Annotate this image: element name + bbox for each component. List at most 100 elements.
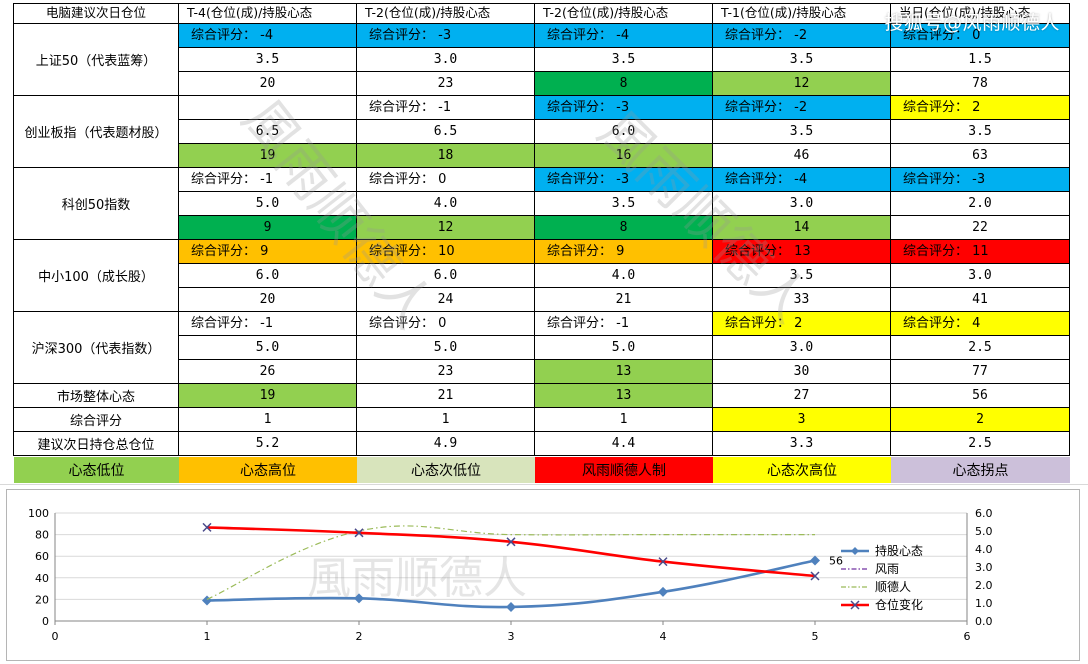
data-point: [506, 601, 516, 612]
sentiment-cell: 9: [179, 216, 357, 240]
score-cell: 综合评分： 4: [891, 312, 1070, 336]
position-cell: 3.5: [535, 48, 713, 72]
data-label: 56: [829, 555, 843, 568]
sentiment-cell: 41: [891, 288, 1070, 312]
position-cell: 1.5: [891, 48, 1070, 72]
y-tick-label-left: 40: [35, 572, 49, 585]
sentiment-cell: 12: [713, 72, 891, 96]
column-header-3: T-2(仓位(成)/持股心态: [535, 4, 713, 24]
column-header-2: T-2(仓位(成)/持股心态: [357, 4, 535, 24]
summary-value: 56: [891, 384, 1070, 408]
x-tick-label: 1: [204, 630, 211, 643]
x-tick-label: 5: [812, 630, 819, 643]
legend-label: 顺德人: [875, 579, 911, 594]
legend-label: 仓位变化: [875, 597, 923, 612]
color-legend-2: 心态高位: [179, 457, 357, 483]
sohu-watermark: 搜狐号@风雨顺德人: [884, 12, 1060, 34]
series-line-3: [206, 525, 815, 600]
score-cell: 综合评分： 0: [891, 24, 1070, 48]
score-cell: 综合评分： 2: [891, 96, 1070, 120]
score-cell: 综合评分： 9: [179, 240, 357, 264]
y-tick-label-left: 60: [35, 550, 49, 563]
score-cell: 综合评分： -2: [713, 24, 891, 48]
position-cell: 3.5: [891, 120, 1070, 144]
index-label: 沪深300（代表指数）: [14, 312, 179, 384]
score-cell: 综合评分： -4: [713, 168, 891, 192]
table-top-border: [14, 3, 1070, 4]
data-point: [810, 571, 820, 581]
sentiment-cell: 63: [891, 144, 1070, 168]
sentiment-cell: 30: [713, 360, 891, 384]
sentiment-cell: 20: [179, 288, 357, 312]
position-cell: 6.5: [179, 120, 357, 144]
position-cell: 3.0: [357, 48, 535, 72]
position-cell: 4.0: [535, 264, 713, 288]
color-legend-5: 心态次高位: [713, 457, 891, 483]
data-point: [506, 537, 516, 547]
position-cell: 3.0: [713, 336, 891, 360]
summary-value: 2: [891, 408, 1070, 432]
position-cell: 3.0: [713, 192, 891, 216]
summary-value: 4.4: [535, 432, 713, 456]
line-chart: 0 20 40 60 80 100 0.0 1.0 2.0 3.0 4.0 5.0 6.0 0 1 2 3 4 5 6…: [6, 489, 1080, 661]
sentiment-cell: 19: [179, 144, 357, 168]
sentiment-cell: 12: [357, 216, 535, 240]
sentiment-cell: 13: [535, 360, 713, 384]
summary-label: 综合评分: [14, 408, 179, 432]
summary-value: 4.9: [357, 432, 535, 456]
data-point: [354, 593, 364, 604]
index-label: 创业板指（代表题材股）: [14, 96, 179, 168]
sentiment-cell: 78: [891, 72, 1070, 96]
position-cell: 5.0: [357, 336, 535, 360]
sentiment-cell: 21: [535, 288, 713, 312]
column-header-1: T-4(仓位(成)/持股心态: [179, 4, 357, 24]
score-cell: 综合评分： -3: [535, 96, 713, 120]
summary-value: 3: [713, 408, 891, 432]
score-cell: 综合评分： 10: [357, 240, 535, 264]
data-point: [202, 595, 212, 606]
position-cell: 6.0: [179, 264, 357, 288]
position-cell: 5.0: [535, 336, 713, 360]
y-tick-label-right: 0.0: [975, 615, 993, 628]
score-cell: 综合评分： -3: [357, 24, 535, 48]
sheet-gridline: [0, 484, 1088, 485]
index-label: 中小100（成长股）: [14, 240, 179, 312]
summary-value: 1: [179, 408, 357, 432]
position-cell: 3.5: [713, 48, 891, 72]
index-label: 科创50指数: [14, 168, 179, 240]
score-cell: 综合评分： -4: [535, 24, 713, 48]
sentiment-cell: 8: [535, 216, 713, 240]
score-cell: 综合评分： -1: [179, 168, 357, 192]
sentiment-cell: 77: [891, 360, 1070, 384]
data-point: [658, 586, 668, 597]
legend-label: 持股心态: [875, 543, 923, 558]
x-tick-label: 3: [508, 630, 515, 643]
sentiment-cell: 18: [357, 144, 535, 168]
position-cell: 3.5: [535, 192, 713, 216]
score-cell: 综合评分： 2: [713, 312, 891, 336]
color-legend-3: 心态次低位: [357, 457, 535, 483]
score-cell: 综合评分： 0: [357, 312, 535, 336]
summary-value: 5.2: [179, 432, 357, 456]
y-tick-label-right: 3.0: [975, 561, 993, 574]
sentiment-cell: 8: [535, 72, 713, 96]
y-tick-label-right: 4.0: [975, 543, 993, 556]
y-tick-label-left: 0: [42, 615, 49, 628]
legend-label: 风雨: [875, 562, 899, 576]
data-point: [354, 528, 364, 538]
x-tick-label: 6: [964, 630, 971, 643]
data-point: [810, 555, 820, 566]
y-tick-label-right: 2.0: [975, 579, 993, 592]
score-cell: 综合评分： -1: [179, 312, 357, 336]
color-legend-6: 心态拐点: [891, 457, 1070, 483]
y-tick-label-right: 5.0: [975, 525, 993, 538]
sentiment-cell: 46: [713, 144, 891, 168]
chart-watermark: 風雨顺德人: [307, 553, 527, 604]
score-cell: 综合评分： 0: [357, 168, 535, 192]
summary-value: 21: [357, 384, 535, 408]
score-cell: 综合评分： -2: [713, 96, 891, 120]
y-tick-label-right: 1.0: [975, 597, 993, 610]
sentiment-cell: 23: [357, 72, 535, 96]
score-cell: [179, 96, 357, 120]
summary-label: 建议次日持仓总仓位: [14, 432, 179, 456]
